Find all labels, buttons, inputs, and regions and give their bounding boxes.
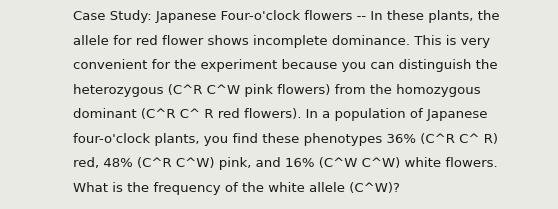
Text: What is the frequency of the white allele (C^W)?: What is the frequency of the white allel… xyxy=(73,182,400,195)
Text: heterozygous (C^R C^W pink flowers) from the homozygous: heterozygous (C^R C^W pink flowers) from… xyxy=(73,84,480,97)
Text: four-o'clock plants, you find these phenotypes 36% (C^R C^ R): four-o'clock plants, you find these phen… xyxy=(73,133,498,146)
Text: Case Study: Japanese Four-o'clock flowers -- In these plants, the: Case Study: Japanese Four-o'clock flower… xyxy=(73,10,499,23)
Text: allele for red flower shows incomplete dominance. This is very: allele for red flower shows incomplete d… xyxy=(73,35,490,48)
Text: dominant (C^R C^ R red flowers). In a population of Japanese: dominant (C^R C^ R red flowers). In a po… xyxy=(73,108,487,121)
Text: convenient for the experiment because you can distinguish the: convenient for the experiment because yo… xyxy=(73,59,497,72)
Text: red, 48% (C^R C^W) pink, and 16% (C^W C^W) white flowers.: red, 48% (C^R C^W) pink, and 16% (C^W C^… xyxy=(73,157,497,170)
